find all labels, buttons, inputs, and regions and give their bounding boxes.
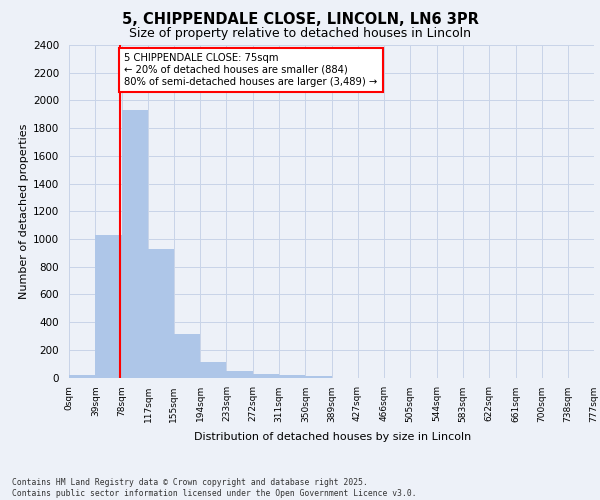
Bar <box>200 362 226 378</box>
Text: 5 CHIPPENDALE CLOSE: 75sqm
← 20% of detached houses are smaller (884)
80% of sem: 5 CHIPPENDALE CLOSE: 75sqm ← 20% of deta… <box>124 54 377 86</box>
Text: Distribution of detached houses by size in Lincoln: Distribution of detached houses by size … <box>194 432 472 442</box>
Bar <box>305 376 332 378</box>
Y-axis label: Number of detached properties: Number of detached properties <box>19 124 29 299</box>
Bar <box>226 370 253 378</box>
Bar <box>69 376 95 378</box>
Bar <box>122 110 148 378</box>
Bar <box>279 376 305 378</box>
Text: 5, CHIPPENDALE CLOSE, LINCOLN, LN6 3PR: 5, CHIPPENDALE CLOSE, LINCOLN, LN6 3PR <box>122 12 478 28</box>
Bar <box>95 236 122 378</box>
Bar <box>148 248 174 378</box>
Bar <box>174 334 200 378</box>
Bar <box>253 374 279 378</box>
Text: Size of property relative to detached houses in Lincoln: Size of property relative to detached ho… <box>129 28 471 40</box>
Text: Contains HM Land Registry data © Crown copyright and database right 2025.
Contai: Contains HM Land Registry data © Crown c… <box>12 478 416 498</box>
